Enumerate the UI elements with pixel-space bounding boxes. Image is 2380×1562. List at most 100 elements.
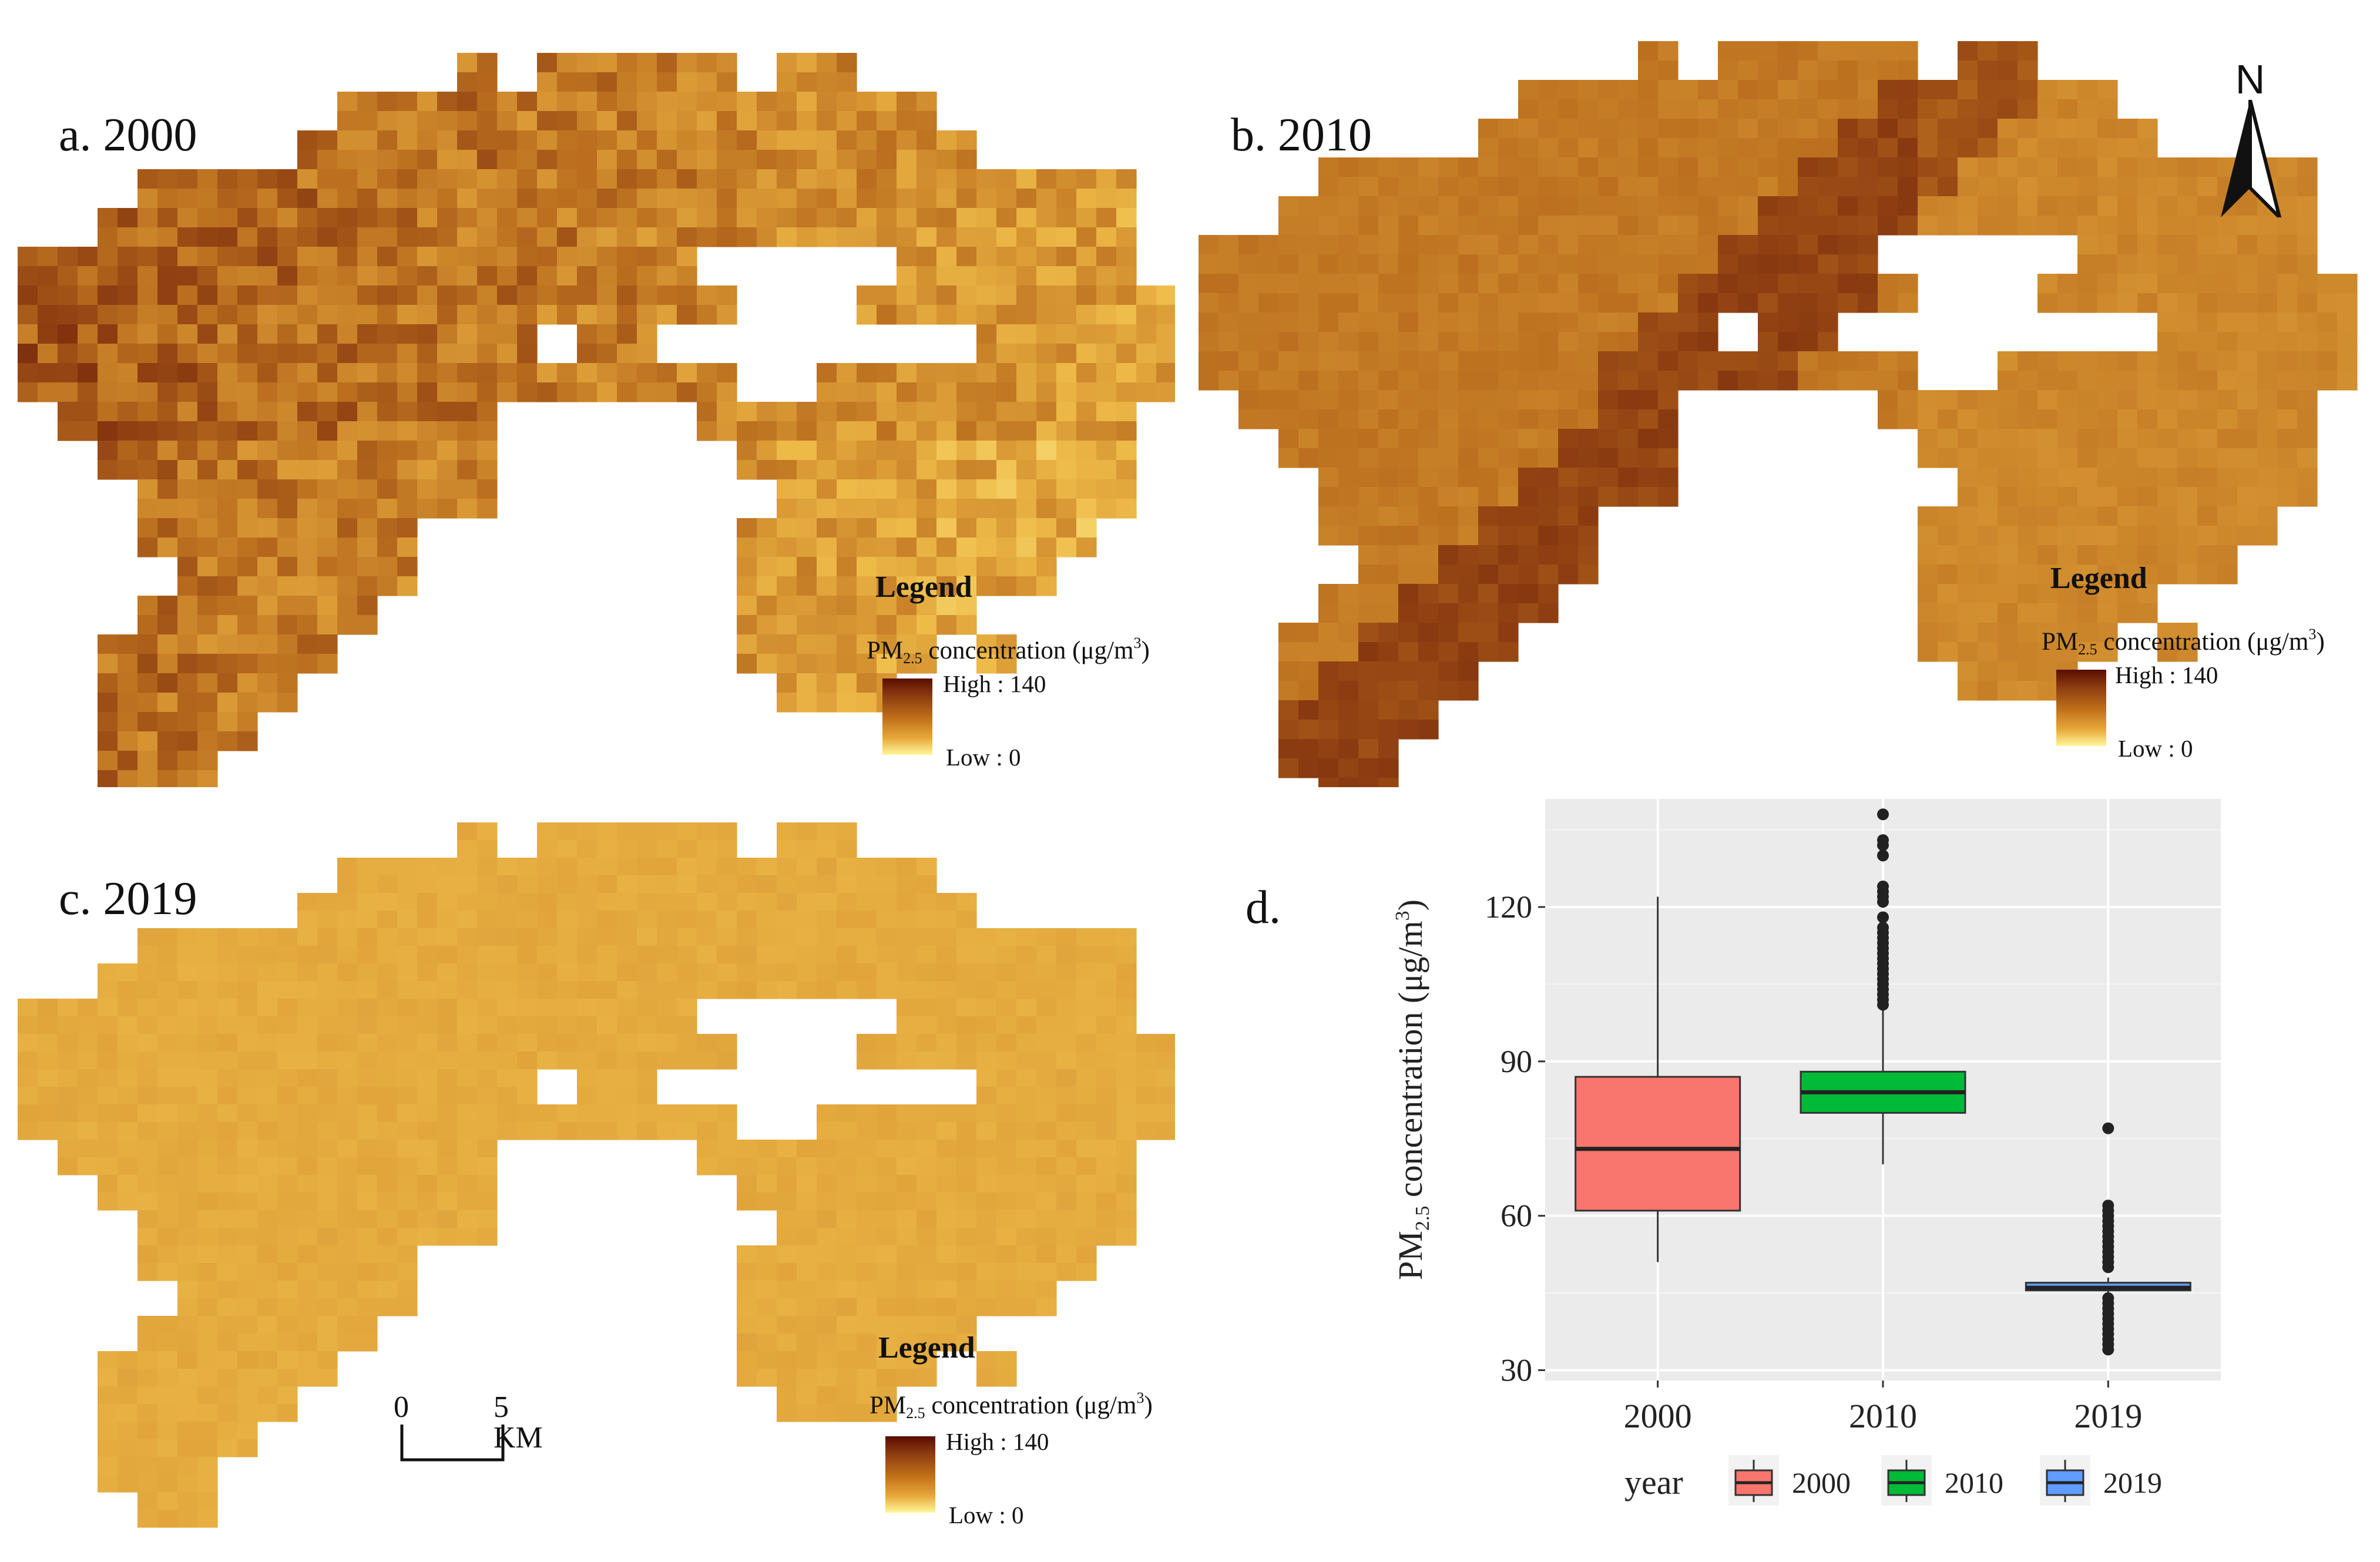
raster-cell	[1478, 603, 1499, 623]
raster-cell	[397, 911, 418, 929]
raster-cell	[2097, 623, 2118, 643]
raster-cell	[1036, 928, 1057, 946]
raster-cell	[1958, 603, 1978, 623]
raster-cell	[976, 928, 997, 946]
raster-cell	[1338, 681, 1359, 701]
raster-cell	[817, 1333, 837, 1352]
raster-cell	[2117, 487, 2138, 507]
raster-cell	[98, 1474, 118, 1493]
raster-cell	[777, 946, 797, 964]
raster-cell	[1958, 390, 1978, 410]
raster-cell	[1858, 157, 1878, 177]
raster-cell	[137, 247, 158, 267]
raster-cell	[637, 999, 657, 1017]
raster-cell	[477, 963, 498, 982]
raster-cell	[1918, 429, 1938, 449]
raster-cell	[237, 208, 258, 228]
raster-cell	[177, 382, 198, 402]
raster-cell	[1358, 448, 1379, 468]
raster-cell	[2137, 119, 2158, 139]
raster-cell	[517, 875, 538, 893]
raster-cell	[2177, 313, 2198, 332]
raster-cell	[897, 499, 917, 519]
raster-cell	[497, 169, 518, 189]
raster-cell	[557, 911, 578, 929]
raster-cell	[217, 596, 238, 616]
raster-cell	[477, 247, 498, 267]
raster-cell	[1798, 80, 1818, 100]
raster-cell	[177, 1016, 198, 1034]
raster-cell	[357, 596, 378, 616]
raster-cell	[157, 189, 178, 209]
raster-cell	[976, 946, 997, 964]
raster-cell	[1116, 479, 1137, 499]
raster-cell	[697, 911, 717, 929]
raster-cell	[337, 1193, 358, 1211]
raster-cell	[18, 305, 38, 325]
raster-cell	[917, 1281, 937, 1299]
raster-cell	[497, 1034, 518, 1052]
raster-cell	[1758, 216, 1778, 236]
raster-cell	[597, 285, 617, 305]
raster-cell	[637, 363, 657, 383]
raster-cell	[597, 382, 617, 402]
raster-cell	[1878, 196, 1898, 216]
raster-cell	[177, 1193, 198, 1211]
raster-cell	[1076, 1210, 1097, 1228]
raster-cell	[317, 1122, 338, 1140]
raster-cell	[1478, 487, 1499, 507]
raster-cell	[2177, 409, 2198, 429]
raster-cell	[1096, 1210, 1117, 1228]
raster-cell	[917, 305, 937, 325]
raster-cell	[1678, 119, 1698, 139]
raster-cell	[1638, 429, 1659, 449]
raster-cell	[976, 1281, 997, 1299]
raster-cell	[177, 1210, 198, 1228]
raster-cell	[497, 1104, 518, 1123]
raster-cell	[1418, 157, 1439, 177]
raster-cell	[217, 1157, 238, 1175]
raster-cell	[956, 305, 977, 325]
raster-cell	[1358, 216, 1379, 236]
raster-cell	[797, 1369, 817, 1387]
raster-cell	[1778, 80, 1798, 100]
scale-zero-label: 0	[394, 1390, 409, 1424]
raster-cell	[2217, 429, 2238, 449]
raster-cell	[1096, 402, 1117, 422]
raster-cell	[1338, 216, 1359, 236]
raster-cell	[137, 770, 158, 787]
raster-cell	[1518, 584, 1539, 604]
outlier-point	[2102, 1122, 2114, 1134]
raster-cell	[98, 712, 118, 732]
raster-cell	[737, 518, 757, 538]
raster-cell	[1718, 119, 1738, 139]
raster-cell	[1036, 208, 1057, 228]
raster-cell	[457, 1016, 478, 1034]
raster-cell	[557, 285, 578, 305]
raster-cell	[457, 893, 478, 911]
raster-cell	[177, 189, 198, 209]
raster-cell	[717, 928, 737, 946]
raster-cell	[197, 382, 218, 402]
raster-cell	[817, 363, 837, 383]
raster-cell	[1518, 254, 1539, 274]
raster-cell	[2018, 80, 2038, 100]
raster-cell	[797, 875, 817, 893]
raster-cell	[1398, 351, 1419, 371]
raster-cell	[857, 1263, 877, 1281]
raster-cell	[697, 1140, 717, 1158]
raster-cell	[277, 538, 298, 557]
raster-cell	[1298, 313, 1319, 332]
raster-cell	[2097, 99, 2118, 119]
raster-cell	[777, 1386, 797, 1405]
raster-cell	[277, 1175, 298, 1193]
raster-cell	[237, 305, 258, 325]
raster-cell	[837, 1140, 857, 1158]
raster-cell	[1778, 313, 1798, 332]
raster-cell	[1838, 371, 1858, 391]
raster-cell	[337, 1069, 358, 1087]
raster-cell	[2157, 196, 2178, 216]
raster-cell	[857, 1351, 877, 1369]
raster-cell	[437, 344, 458, 364]
raster-cell	[477, 460, 498, 480]
